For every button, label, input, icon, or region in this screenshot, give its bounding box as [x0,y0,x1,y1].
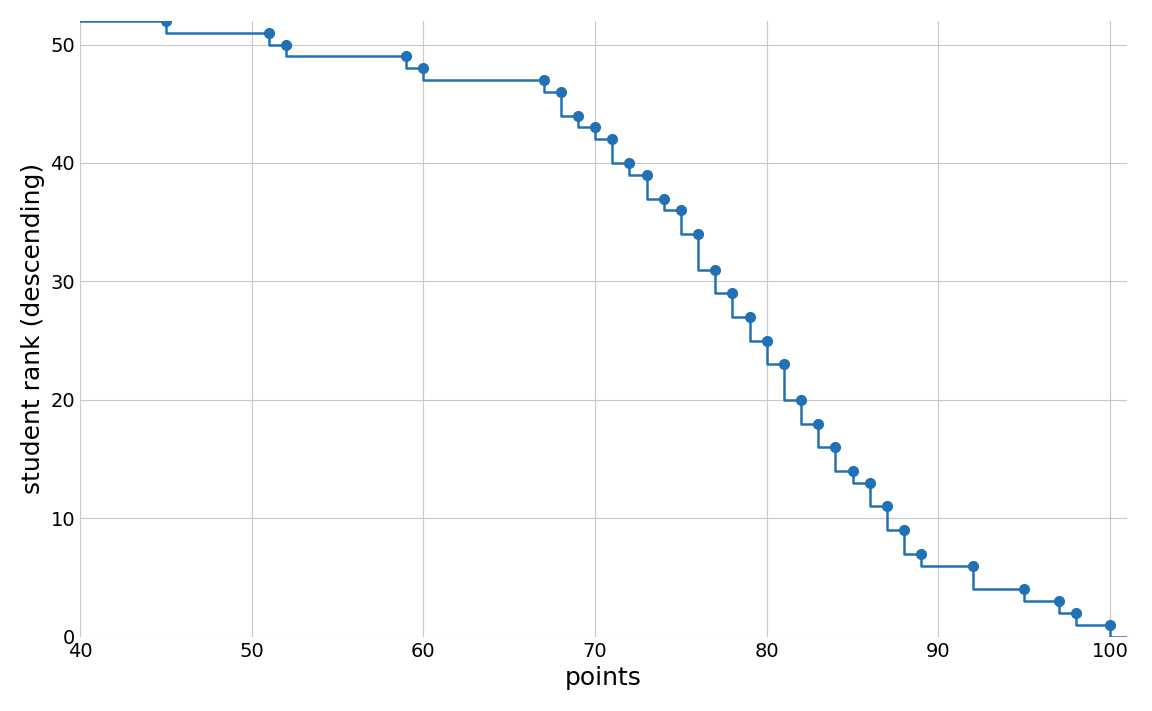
Point [741,311,759,323]
Point [620,157,638,169]
Point [535,75,553,86]
Point [1015,584,1033,595]
Point [70,4,89,15]
Point [843,465,862,476]
Point [415,63,433,74]
Point [569,110,588,122]
Point [861,477,879,488]
Point [1049,596,1068,607]
Point [826,442,844,453]
X-axis label: points: points [566,666,642,690]
Point [809,418,827,429]
Point [878,501,896,512]
Point [157,15,175,26]
Point [276,39,295,50]
Y-axis label: student rank (descending): student rank (descending) [21,164,45,494]
Point [397,50,416,62]
Point [912,548,931,560]
Point [706,264,725,275]
Point [602,134,621,145]
Point [552,86,570,97]
Point [654,193,673,204]
Point [1067,607,1085,619]
Point [775,358,794,370]
Point [259,27,278,38]
Point [758,335,776,346]
Point [586,122,605,133]
Point [1101,619,1120,631]
Point [963,560,982,572]
Point [895,525,914,536]
Point [672,205,690,216]
Point [791,394,810,405]
Point [637,169,655,181]
Point [723,287,742,299]
Point [689,228,707,240]
